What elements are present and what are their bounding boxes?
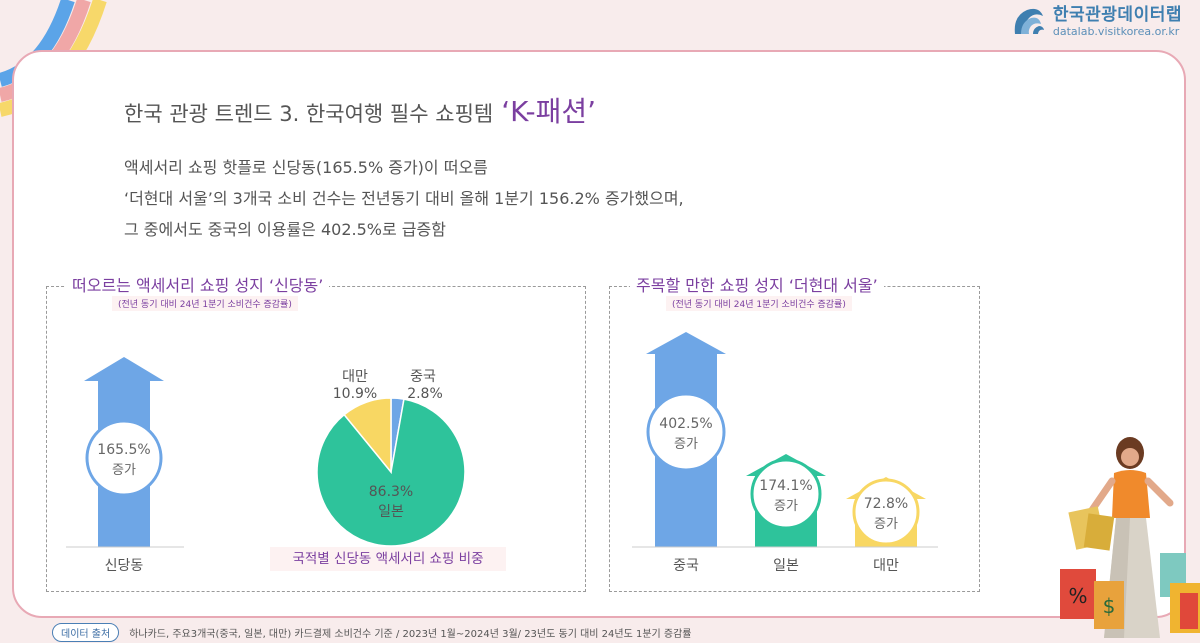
content-card bbox=[12, 50, 1186, 618]
value-label: 165.5% bbox=[97, 442, 150, 458]
data-source-badge: 데이터 출처 bbox=[52, 623, 120, 642]
x-tick-label: 중국 bbox=[673, 558, 699, 574]
value-label: 72.8% bbox=[864, 496, 908, 512]
svg-text:%: % bbox=[1068, 584, 1087, 608]
page-title-prefix: 한국 관광 트렌드 3. 한국여행 필수 쇼핑템 bbox=[124, 102, 494, 126]
pie-category-label: 대만 bbox=[342, 369, 368, 385]
pie-caption: 국적별 신당동 액세서리 쇼핑 비중 bbox=[270, 547, 506, 571]
value-sub-label: 증가 bbox=[112, 463, 136, 478]
value-badge-circle bbox=[750, 458, 822, 530]
page-title-accent: ‘K-패션’ bbox=[501, 95, 597, 128]
svg-text:$: $ bbox=[1103, 594, 1116, 618]
x-tick-label: 일본 bbox=[773, 558, 799, 574]
brand-logo[interactable]: 한국관광데이터랩 datalab.visitkorea.or.kr bbox=[1011, 4, 1182, 38]
summary-line: 액세서리 쇼핑 핫플로 신당동(165.5% 증가)이 떠오름 bbox=[124, 158, 488, 177]
pie-value-label: 86.3% bbox=[369, 484, 413, 500]
value-label: 174.1% bbox=[759, 478, 812, 494]
data-source-text: 하나카드, 주요3개국(중국, 일본, 대만) 카드결제 소비건수 기준 / 2… bbox=[129, 629, 692, 640]
value-sub-label: 증가 bbox=[674, 437, 698, 452]
value-sub-label: 증가 bbox=[874, 517, 898, 532]
footer: 데이터 출처 하나카드, 주요3개국(중국, 일본, 대만) 카드결제 소비건수… bbox=[52, 623, 692, 642]
value-badge-circle bbox=[85, 419, 163, 497]
value-label: 402.5% bbox=[659, 416, 712, 432]
sindang-panel-subtitle: (전년 동기 대비 24년 1분기 소비건수 증감률) bbox=[112, 296, 298, 311]
value-sub-label: 증가 bbox=[774, 499, 798, 514]
value-badge-circle bbox=[852, 478, 920, 546]
page-title: 한국 관광 트렌드 3. 한국여행 필수 쇼핑템 ‘K-패션’ bbox=[124, 90, 596, 130]
x-tick-label: 대만 bbox=[873, 558, 899, 574]
brand-name: 한국관광데이터랩 bbox=[1052, 4, 1182, 25]
pie-category-label: 중국 bbox=[410, 369, 436, 385]
summary-line: 그 중에서도 중국의 이용률은 402.5%로 급증함 bbox=[124, 220, 446, 239]
pie-value-label: 2.8% bbox=[407, 386, 443, 402]
pie-value-label: 10.9% bbox=[333, 386, 377, 402]
pie-slice bbox=[343, 397, 392, 475]
hyundai-panel-subtitle: (전년 동기 대비 24년 1분기 소비건수 증감률) bbox=[666, 296, 852, 311]
brand-logo-icon bbox=[1014, 8, 1044, 34]
sindang-panel-title: 떠오르는 액세서리 쇼핑 성지 ‘신당동’ bbox=[66, 272, 330, 296]
brand-url: datalab.visitkorea.or.kr bbox=[1052, 24, 1180, 38]
hyundai-panel-title: 주목할 만한 쇼핑 성지 ‘더현대 서울’ bbox=[630, 272, 884, 296]
summary-text: 액세서리 쇼핑 핫플로 신당동(165.5% 증가)이 떠오름 ‘더현대 서울’… bbox=[124, 152, 684, 245]
pie-category-label: 일본 bbox=[378, 504, 404, 520]
shopping-woman-illustration: % $ bbox=[1060, 437, 1200, 638]
summary-line: ‘더현대 서울’의 3개국 소비 건수는 전년동기 대비 올해 1분기 156.… bbox=[124, 189, 684, 208]
value-badge-circle bbox=[646, 392, 726, 472]
x-tick-label: 신당동 bbox=[105, 558, 144, 574]
